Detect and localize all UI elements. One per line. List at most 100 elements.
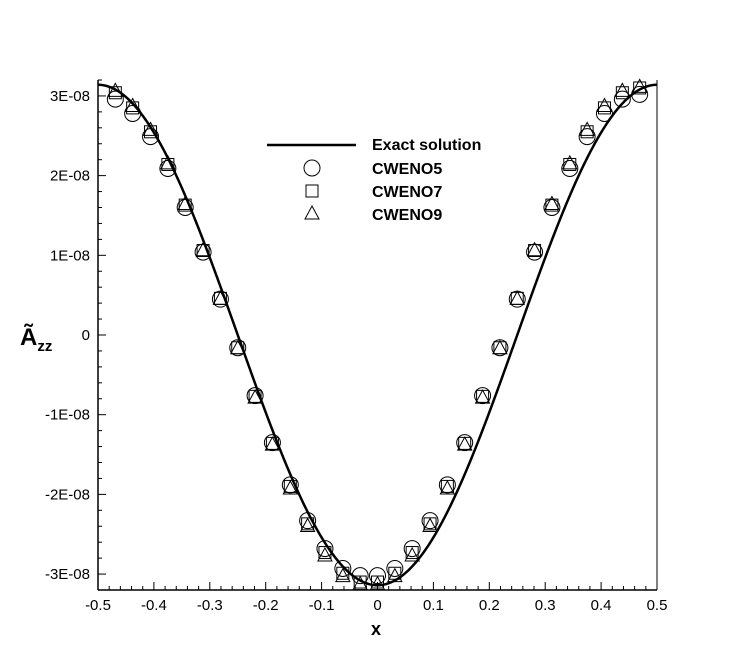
cweno9-point <box>474 389 491 404</box>
legend-cweno9-label: CWENO9 <box>372 207 442 224</box>
cweno5-point <box>106 90 124 108</box>
x-axis-title: x <box>371 619 381 639</box>
cweno5-point <box>124 104 142 122</box>
cweno7-point <box>528 244 542 258</box>
y-axis: 3E-08 2E-08 1E-08 0 -1E-08 -2E-08 -3E-08 <box>45 79 106 591</box>
cweno7-point <box>597 101 611 115</box>
cweno9-point <box>579 121 595 136</box>
cweno7-point <box>476 389 490 403</box>
x-tick-label: 0 <box>373 597 381 614</box>
cweno9-point <box>177 195 194 211</box>
y-tick-label: 1E-08 <box>50 247 90 264</box>
cweno7-point <box>615 86 629 100</box>
x-tick-label: 0.3 <box>535 597 556 614</box>
cweno5-point <box>386 559 404 577</box>
cweno9-point <box>404 546 420 562</box>
cweno7-point <box>633 81 647 95</box>
x-tick-label: 0.2 <box>479 597 500 614</box>
y-tick-label: -2E-08 <box>45 486 90 503</box>
cweno9-point <box>195 241 211 257</box>
cweno7-point <box>108 86 122 100</box>
cweno5-point <box>159 159 177 177</box>
legend-cweno5-label: CWENO5 <box>372 161 442 178</box>
cweno7-point <box>580 125 594 139</box>
cweno5-point <box>578 128 596 146</box>
cweno9-point <box>335 567 351 583</box>
cweno9-point <box>264 436 281 451</box>
cweno9-point <box>386 567 403 583</box>
cweno5-point <box>561 159 579 177</box>
cweno5-point <box>369 567 386 585</box>
x-tick-label: -0.5 <box>85 597 111 614</box>
cweno9-point <box>561 154 578 170</box>
cweno7-point <box>440 479 454 493</box>
cweno7-point <box>545 198 559 212</box>
cweno9-point <box>439 479 456 495</box>
x-axis: -0.5 -0.4 -0.3 -0.2 -0.1 0 0.1 0.2 0.3 0.4 0.5 <box>85 582 667 614</box>
cweno9-point <box>631 78 648 93</box>
y-tick-label: -3E-08 <box>45 566 90 583</box>
cweno5-point <box>631 85 649 103</box>
cweno9-point <box>526 241 543 257</box>
legend-cweno9-marker <box>304 204 320 220</box>
cweno5-point <box>299 512 317 530</box>
cweno9-point <box>229 339 246 355</box>
legend: Exact solution CWENO5 CWENO7 CWENO9 <box>267 137 481 224</box>
cweno9-point <box>282 479 299 495</box>
exact-solution-line <box>97 83 658 587</box>
cweno7-point <box>336 566 350 580</box>
cweno5-point <box>316 540 334 558</box>
legend-cweno5-marker <box>303 159 321 177</box>
cweno9-point <box>247 389 263 404</box>
cweno5-point <box>613 90 631 108</box>
cweno7-point <box>563 157 577 171</box>
cweno9-point <box>596 97 613 112</box>
cweno9-point <box>492 339 508 355</box>
cweno9-point <box>212 290 229 305</box>
x-tick-label: -0.2 <box>253 597 279 614</box>
cweno9-point <box>509 290 526 305</box>
cweno7-point <box>144 125 158 139</box>
data-markers <box>106 78 649 591</box>
cweno5-point <box>595 104 613 122</box>
x-tick-label: 0.4 <box>591 597 612 614</box>
cweno9-point <box>544 195 560 211</box>
cweno5-point <box>334 559 352 577</box>
y-tick-label: 2E-08 <box>50 168 90 185</box>
cweno9-point <box>124 97 141 112</box>
x-tick-label: -0.3 <box>197 597 223 614</box>
cweno5-point <box>142 128 160 146</box>
cweno9-point <box>317 546 333 562</box>
legend-exact-label: Exact solution <box>372 137 481 154</box>
y-tick-label: 0 <box>82 327 90 344</box>
x-tick-label: -0.4 <box>141 597 167 614</box>
cweno9-point <box>614 82 631 97</box>
cweno7-point <box>318 546 332 560</box>
cweno7-point <box>126 101 140 115</box>
legend-cweno7-label: CWENO7 <box>372 184 442 201</box>
cweno9-point <box>299 517 316 532</box>
plot-frame <box>97 80 658 591</box>
y-tick-label: 3E-08 <box>50 88 90 105</box>
cweno5-point <box>351 567 369 585</box>
cweno9-point <box>422 517 438 532</box>
legend-cweno7-marker <box>305 184 319 198</box>
cweno5-point <box>403 540 421 558</box>
cweno7-point <box>196 244 210 258</box>
exact-solution-curve <box>97 83 658 587</box>
cweno7-point <box>458 436 472 450</box>
cweno9-point <box>142 121 159 136</box>
y-tick-label: -1E-08 <box>45 407 90 424</box>
cweno9-point <box>369 575 386 591</box>
x-tick-label: -0.1 <box>309 597 335 614</box>
cweno9-point <box>160 154 176 170</box>
x-tick-label: 0.1 <box>423 597 444 614</box>
cweno9-point <box>456 436 473 451</box>
x-tick-label: 0.5 <box>647 597 668 614</box>
cweno9-point <box>352 575 369 591</box>
cweno7-point <box>161 157 175 171</box>
cweno9-point <box>107 82 124 97</box>
cweno5-point <box>421 512 439 530</box>
cweno7-point <box>178 198 192 212</box>
